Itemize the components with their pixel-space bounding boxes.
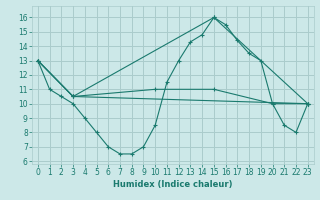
X-axis label: Humidex (Indice chaleur): Humidex (Indice chaleur) xyxy=(113,180,233,189)
